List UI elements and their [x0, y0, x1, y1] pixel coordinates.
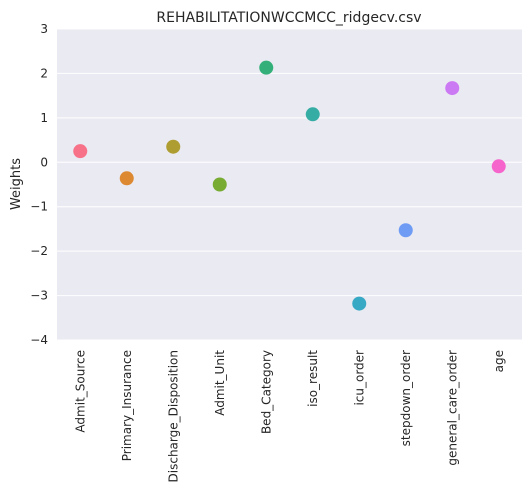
data-point-admit-unit	[212, 177, 227, 192]
y-tick-label: −1	[30, 200, 48, 214]
plot-background	[57, 29, 522, 340]
data-point-age	[491, 159, 506, 174]
x-tick-label: Discharge_Disposition	[166, 350, 180, 482]
x-tick-label: stepdown_order	[399, 350, 413, 446]
x-tick-label: Admit_Unit	[213, 350, 227, 416]
data-point-general-care-order	[445, 81, 460, 96]
data-point-icu-order	[352, 296, 367, 311]
data-points	[73, 60, 506, 311]
data-point-stepdown-order	[398, 223, 413, 238]
y-tick-labels: 3 2 1 0 −1 −2 −3 −4	[30, 22, 48, 347]
x-tick-labels: Admit_Source Primary_Insurance Discharge_D…	[73, 350, 506, 483]
grid-lines	[57, 28, 522, 341]
data-point-discharge-disposition	[166, 139, 181, 154]
data-point-bed-category	[259, 60, 274, 75]
y-tick-label: 2	[40, 66, 48, 80]
x-tick-label: age	[492, 350, 506, 372]
data-point-admit-source	[73, 144, 88, 159]
y-tick-label: −4	[30, 333, 48, 347]
x-tick-label: Primary_Insurance	[120, 350, 134, 461]
x-tick-label: general_care_order	[445, 350, 459, 466]
x-tick-label: Bed_Category	[259, 350, 273, 434]
data-point-iso-result	[305, 107, 320, 122]
x-tick-label: Admit_Source	[73, 350, 87, 433]
x-tick-label: icu_order	[352, 350, 366, 406]
y-tick-label: −2	[30, 244, 48, 258]
chart-title: REHABILITATIONWCCMCC_ridgecv.csv	[156, 10, 421, 26]
y-tick-label: −3	[30, 289, 48, 303]
y-tick-label: 0	[40, 155, 48, 169]
y-axis-label: Weights	[9, 158, 24, 210]
y-tick-label: 1	[40, 111, 48, 125]
x-tick-label: iso_result	[306, 350, 320, 407]
data-point-primary-insurance	[119, 171, 134, 186]
y-tick-label: 3	[40, 22, 48, 36]
